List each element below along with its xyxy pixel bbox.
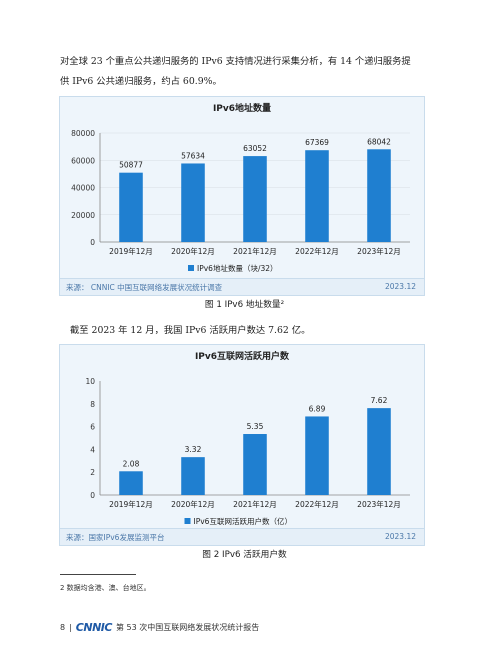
- paragraph-recursive-services-line2: 供 IPv6 公共递归服务，约占 60.9%。: [60, 76, 222, 87]
- y-tick-label: 6: [90, 423, 95, 432]
- bar: [119, 471, 143, 495]
- chart-ipv6-addresses-plot: IPv6地址数量 0 20000 40000 60000 80000 50877 2019年1…: [71, 102, 410, 273]
- chart-ipv6-addresses: IPv6地址数量 0 20000 40000 60000 80000 50877 2019年1…: [59, 96, 425, 296]
- x-tick-label: 2019年12月: [109, 246, 153, 256]
- data-label: 67369: [305, 138, 329, 147]
- bar: [305, 150, 329, 242]
- cnnic-logo: CNNIC: [75, 621, 113, 634]
- bar: [243, 434, 267, 495]
- y-tick-label: 80000: [71, 129, 95, 138]
- data-label: 2.08: [123, 459, 140, 468]
- page-number: 8: [60, 623, 66, 632]
- bar: [243, 156, 267, 242]
- bar: [181, 457, 205, 495]
- figure-caption-1: 图 1 IPv6 地址数量²: [204, 300, 285, 310]
- x-tick-label: 2023年12月: [357, 499, 401, 509]
- x-tick-label: 2021年12月: [233, 246, 277, 256]
- legend-swatch: [188, 265, 194, 271]
- y-tick-label: 40000: [71, 184, 95, 193]
- x-tick-label: 2021年12月: [233, 499, 277, 509]
- x-tick-label: 2023年12月: [357, 246, 401, 256]
- chart-source-bar: 来源：国家IPv6发展监测平台 2023.12: [60, 528, 424, 545]
- page-footer: 8 | CNNIC 第 53 次中国互联网络发展状况统计报告: [60, 621, 259, 634]
- chart-source: 来源：国家IPv6发展监测平台: [66, 533, 165, 542]
- y-tick-label: 8: [90, 400, 95, 409]
- bar: [367, 149, 391, 242]
- legend-label: IPv6互联网活跃用户数（亿）: [194, 516, 292, 526]
- x-tick-label: 2020年12月: [171, 499, 215, 509]
- bar: [367, 408, 391, 495]
- figure-caption-2: 图 2 IPv6 活跃用户数: [202, 550, 287, 560]
- footnote: 2 数据均含港、澳、台地区。: [60, 584, 151, 592]
- x-tick-label: 2020年12月: [171, 246, 215, 256]
- y-tick-label: 20000: [71, 211, 95, 220]
- data-label: 6.89: [309, 404, 326, 413]
- chart-title: IPv6地址数量: [213, 102, 271, 114]
- y-tick-label: 0: [90, 238, 95, 247]
- chart-date: 2023.12: [384, 532, 416, 541]
- footnote-rule: [60, 574, 136, 575]
- legend-swatch: [184, 518, 191, 524]
- legend-label: IPv6地址数量（块/32）: [197, 263, 278, 273]
- x-tick-label: 2019年12月: [109, 499, 153, 509]
- y-tick-label: 2: [90, 468, 95, 477]
- chart-source: 来源： CNNIC 中国互联网络发展状况统计调查: [66, 283, 223, 292]
- data-label: 7.62: [371, 396, 388, 405]
- y-tick-label: 10: [85, 377, 95, 386]
- data-label: 57634: [181, 151, 205, 160]
- y-tick-label: 0: [90, 491, 95, 500]
- y-tick-label: 60000: [71, 156, 95, 165]
- report-title: 第 53 次中国互联网络发展状况统计报告: [115, 623, 260, 632]
- bar: [181, 163, 205, 242]
- data-label: 5.35: [247, 422, 264, 431]
- bar: [119, 172, 143, 242]
- chart-source-bar: 来源： CNNIC 中国互联网络发展状况统计调查 2023.12: [60, 278, 424, 295]
- x-tick-label: 2022年12月: [295, 246, 339, 256]
- chart-ipv6-active-users: IPv6互联网活跃用户数 0 2 4 6 8 10 2.08 2019年12月 3.32 2020年…: [59, 344, 425, 546]
- bar: [305, 416, 329, 495]
- data-label: 3.32: [185, 445, 202, 454]
- data-label: 68042: [367, 137, 391, 146]
- paragraph-recursive-services-line1: 对全球 23 个重点公共递归服务的 IPv6 支持情况进行采集分析，有 14 个…: [60, 56, 411, 67]
- chart-date: 2023.12: [384, 282, 416, 291]
- chart-title: IPv6互联网活跃用户数: [195, 350, 290, 362]
- data-label: 63052: [243, 144, 267, 153]
- paragraph-active-users: 截至 2023 年 12 月，我国 IPv6 活跃用户数达 7.62 亿。: [70, 325, 311, 336]
- x-tick-label: 2022年12月: [295, 499, 339, 509]
- data-label: 50877: [119, 161, 143, 170]
- chart-ipv6-active-users-plot: IPv6互联网活跃用户数 0 2 4 6 8 10 2.08 2019年12月 3.32 2020年…: [85, 350, 410, 526]
- y-tick-label: 4: [90, 445, 95, 454]
- footer-divider: |: [69, 623, 72, 632]
